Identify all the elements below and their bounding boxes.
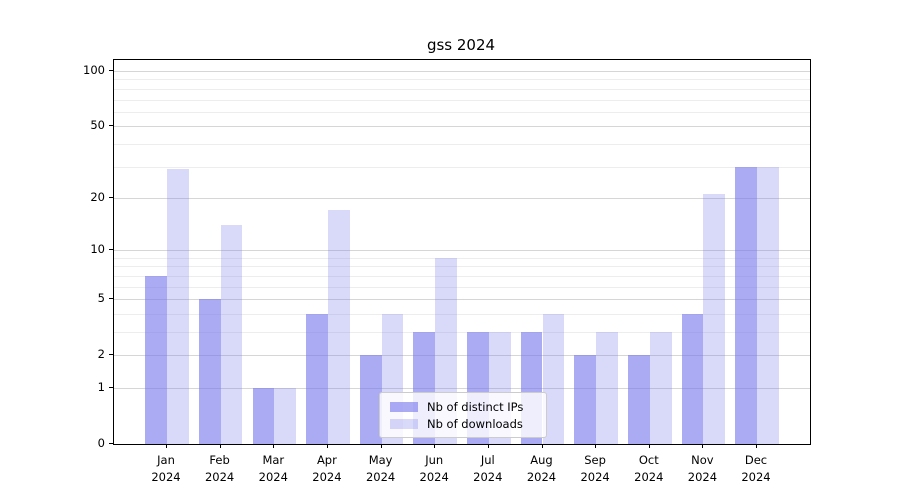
gridline-major-5 — [114, 299, 810, 301]
bar-sep-downloads — [596, 332, 618, 444]
gridline-minor-40 — [114, 143, 810, 145]
gridline-minor-6 — [114, 286, 810, 288]
y-tick-mark-2 — [109, 354, 113, 356]
x-tick-mark-sep — [595, 444, 597, 448]
gridline-minor-4 — [114, 313, 810, 315]
y-tick-mark-1 — [109, 387, 113, 388]
y-tick-mark-0 — [109, 443, 113, 444]
legend-item-downloads: Nb of downloads — [390, 416, 538, 432]
bar-mar-downloads — [274, 388, 297, 444]
legend: Nb of distinct IPs Nb of downloads — [379, 392, 547, 438]
gridline-minor-9 — [114, 257, 810, 259]
bar-aug-downloads — [542, 313, 565, 444]
bar-oct-ips — [628, 355, 650, 444]
x-tick-label-feb: Feb 2024 — [204, 453, 235, 484]
legend-label-distinct-ips: Nb of distinct IPs — [427, 400, 524, 414]
bar-mar-ips — [252, 388, 275, 444]
x-tick-mark-nov — [702, 444, 704, 448]
gridline-minor-60 — [114, 111, 810, 113]
y-tick-mark-20 — [109, 196, 113, 198]
bar-oct-downloads — [649, 332, 672, 444]
y-tick-label-2: 2 — [97, 347, 105, 362]
gridline-minor-8 — [114, 266, 810, 268]
chart-title: gss 2024 — [426, 36, 496, 54]
x-tick-mark-may — [380, 444, 382, 448]
x-tick-mark-aug — [541, 444, 543, 448]
bar-sep-ips — [574, 355, 597, 444]
y-tick-mark-100 — [109, 70, 113, 71]
gridline-major-100 — [114, 71, 810, 72]
x-tick-mark-apr — [326, 444, 328, 448]
x-tick-mark-mar — [273, 444, 275, 448]
legend-swatch-downloads — [390, 419, 418, 429]
x-tick-label-sep: Sep 2024 — [580, 453, 610, 484]
y-tick-label-1: 1 — [97, 380, 105, 394]
gridline-major-20 — [114, 197, 810, 199]
y-tick-label-0: 0 — [97, 436, 105, 450]
x-tick-mark-oct — [648, 444, 650, 448]
bar-feb-downloads — [220, 225, 243, 444]
x-tick-label-jan: Jan 2024 — [151, 453, 181, 484]
bar-dec-downloads — [757, 166, 779, 444]
gridline-minor-7 — [114, 275, 810, 277]
bar-nov-downloads — [703, 194, 726, 444]
x-tick-mark-dec — [756, 444, 757, 448]
y-tick-label-10: 10 — [90, 242, 105, 257]
gridline-major-50 — [114, 126, 810, 128]
x-tick-label-aug: Aug 2024 — [526, 453, 557, 484]
bar-jan-ips — [145, 275, 167, 444]
x-tick-mark-jul — [487, 444, 489, 448]
x-tick-mark-jun — [434, 444, 436, 448]
gridline-major-10 — [114, 250, 810, 252]
bar-may-ips — [359, 355, 382, 444]
x-tick-mark-jan — [166, 444, 167, 448]
gridline-minor-70 — [114, 99, 810, 101]
plot-area: Nb of distinct IPs Nb of downloads — [113, 59, 811, 445]
x-tick-label-may: May 2024 — [365, 453, 396, 484]
bar-apr-downloads — [327, 210, 350, 444]
legend-item-distinct-ips: Nb of distinct IPs — [390, 399, 538, 415]
gridline-major-2 — [114, 355, 810, 357]
bar-feb-ips — [198, 299, 221, 444]
bar-nov-ips — [681, 313, 704, 444]
legend-label-downloads: Nb of downloads — [427, 417, 523, 431]
x-tick-label-oct: Oct 2024 — [634, 453, 664, 484]
x-tick-mark-feb — [219, 444, 221, 448]
y-tick-mark-50 — [109, 125, 113, 127]
y-tick-label-100: 100 — [83, 63, 105, 77]
x-tick-label-apr: Apr 2024 — [312, 453, 342, 484]
x-tick-label-mar: Mar 2024 — [258, 453, 288, 484]
gridline-minor-90 — [114, 79, 810, 81]
y-tick-label-20: 20 — [90, 189, 105, 204]
x-tick-label-dec: Dec 2024 — [741, 453, 771, 484]
x-tick-label-jul: Jul 2024 — [473, 453, 503, 484]
gridline-minor-3 — [114, 332, 810, 333]
y-tick-mark-10 — [109, 249, 113, 251]
y-tick-mark-5 — [109, 298, 113, 300]
y-tick-label-5: 5 — [97, 291, 105, 306]
bar-dec-ips — [735, 166, 757, 444]
y-tick-label-50: 50 — [90, 118, 105, 133]
gridline-major-1 — [114, 388, 810, 389]
bar-apr-ips — [306, 313, 328, 444]
gridline-minor-30 — [114, 166, 810, 168]
gridline-minor-80 — [114, 88, 810, 90]
x-tick-label-nov: Nov 2024 — [687, 453, 718, 484]
legend-swatch-distinct-ips — [390, 402, 418, 412]
x-tick-label-jun: Jun 2024 — [419, 453, 449, 484]
bar-jan-downloads — [167, 169, 189, 444]
